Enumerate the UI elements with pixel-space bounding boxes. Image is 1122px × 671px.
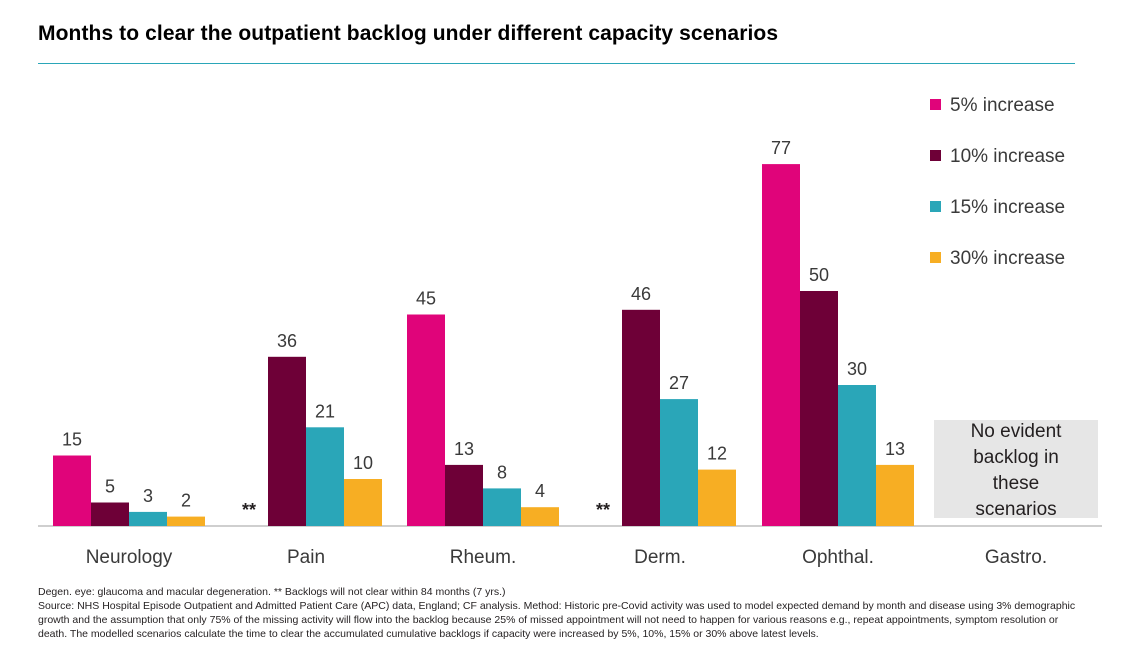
value-label-pain-30-increase: 10 (353, 453, 373, 473)
value-label-ophthal-10-increase: 50 (809, 265, 829, 285)
footnotes: Degen. eye: glaucoma and macular degener… (38, 585, 1088, 641)
bar-rheum-5-increase (407, 314, 445, 526)
bar-rheum-15-increase (483, 488, 521, 526)
value-label-neurology-10-increase: 5 (105, 477, 115, 497)
bar-ophthal-15-increase (838, 385, 876, 526)
value-label-pain-10-increase: 36 (277, 331, 297, 351)
bar-chart: 15 45 77 5 36 13 46 50 3 21 8 27 30 2 10 4 12 13 Neurology… (38, 95, 1102, 568)
title-divider (38, 63, 1075, 64)
chart-title: Months to clear the outpatient backlog u… (38, 22, 779, 45)
legend-swatch-30-increase (930, 252, 941, 263)
value-label-rheum-10-increase: 13 (454, 439, 474, 459)
bar-ophthal-10-increase (800, 291, 838, 526)
bar-derm-30-increase (698, 469, 736, 526)
value-label-neurology-5-increase: 15 (62, 430, 82, 450)
value-label-derm-10-increase: 46 (631, 284, 651, 304)
bar-rheum-10-increase (445, 464, 483, 526)
value-label-neurology-15-increase: 3 (143, 486, 153, 506)
x-tick-label-neurology: Neurology (86, 547, 173, 568)
bar-pain-30-increase (344, 479, 382, 526)
no-backlog-note-box (934, 420, 1098, 518)
bar-neurology-30-increase (167, 516, 205, 526)
legend-label-30-increase: 30% increase (950, 248, 1065, 269)
bar-derm-10-increase (622, 309, 660, 526)
bar-rheum-30-increase (521, 507, 559, 526)
footnote-definitions: Degen. eye: glaucoma and macular degener… (38, 586, 506, 598)
value-label-rheum-15-increase: 8 (497, 462, 507, 482)
footnote-source: Source: NHS Hospital Episode Outpatient … (38, 600, 1076, 640)
legend-label-15-increase: 15% increase (950, 197, 1065, 218)
bar-neurology-5-increase (53, 455, 91, 526)
no-clear-marker-derm: ** (596, 500, 610, 520)
value-label-rheum-5-increase: 45 (416, 289, 436, 309)
bar-ophthal-5-increase (762, 164, 800, 526)
bar-neurology-15-increase (129, 511, 167, 526)
bar-pain-15-increase (306, 427, 344, 526)
legend-label-5-increase: 5% increase (950, 95, 1055, 116)
value-label-ophthal-5-increase: 77 (771, 138, 791, 158)
value-label-derm-30-increase: 12 (707, 444, 727, 464)
value-label-neurology-30-increase: 2 (181, 491, 191, 511)
x-tick-label-pain: Pain (287, 547, 325, 568)
value-label-rheum-30-increase: 4 (535, 481, 545, 501)
value-label-ophthal-15-increase: 30 (847, 359, 867, 379)
bar-ophthal-30-increase (876, 464, 914, 526)
x-tick-label-ophthal: Ophthal. (802, 547, 874, 568)
value-label-derm-15-increase: 27 (669, 373, 689, 393)
bar-neurology-10-increase (91, 502, 129, 526)
x-tick-label-rheum: Rheum. (450, 547, 517, 568)
legend-label-10-increase: 10% increase (950, 146, 1065, 167)
x-tick-label-gastro: Gastro. (985, 547, 1047, 568)
legend-swatch-10-increase (930, 150, 941, 161)
bar-derm-15-increase (660, 399, 698, 526)
value-label-ophthal-30-increase: 13 (885, 439, 905, 459)
legend-swatch-15-increase (930, 201, 941, 212)
no-backlog-note-text: No evident backlog in these scenarios (971, 421, 1063, 520)
legend-swatch-5-increase (930, 99, 941, 110)
value-label-pain-15-increase: 21 (315, 401, 335, 421)
bar-pain-10-increase (268, 356, 306, 526)
no-clear-marker-pain: ** (242, 500, 256, 520)
x-tick-label-derm: Derm. (634, 547, 686, 568)
